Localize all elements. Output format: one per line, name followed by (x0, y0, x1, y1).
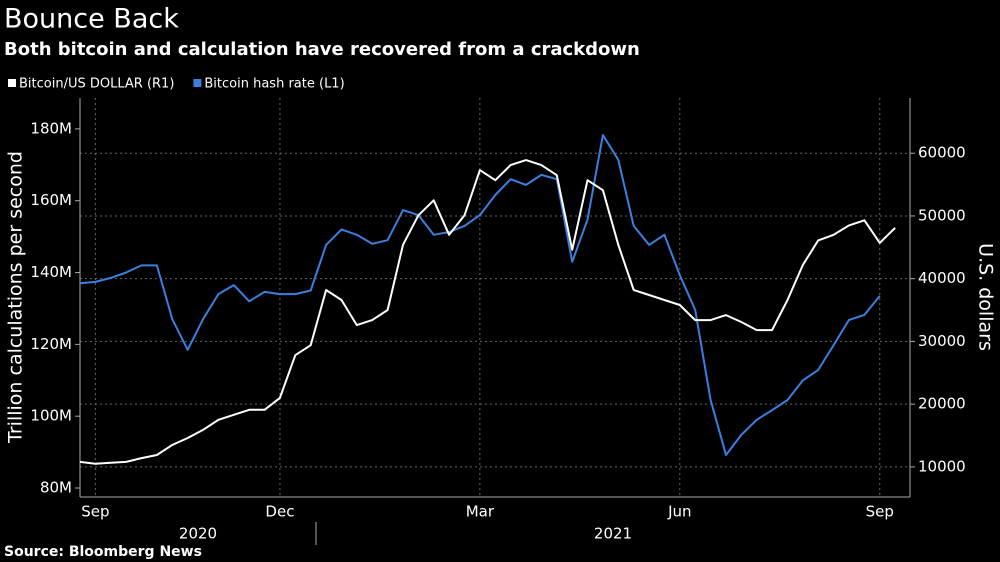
y-tick-label: 80M (40, 479, 72, 497)
legend-swatch (193, 79, 202, 87)
y2-tick-label: 60000 (918, 144, 966, 162)
y-tick-label: 100M (30, 407, 72, 425)
y-tick-label: 120M (30, 335, 72, 353)
y2-tick-label: 20000 (918, 395, 966, 413)
chart-title: Bounce Back (4, 4, 179, 35)
legend-swatch (8, 79, 16, 87)
y2-tick-label: 40000 (918, 269, 966, 287)
y2-tick-label: 10000 (918, 457, 966, 475)
y2-tick-label: 50000 (918, 206, 966, 224)
legend-label: Bitcoin/US DOLLAR (R1) (19, 77, 174, 92)
y-axis-title: Trillion calculations per second (5, 151, 27, 444)
legend-label: Bitcoin hash rate (L1) (204, 77, 344, 92)
x-tick-label: Dec (265, 503, 294, 521)
source: Source: Bloomberg News (4, 544, 202, 560)
x-tick-label: Jun (667, 503, 691, 521)
y-tick-label: 180M (30, 119, 72, 137)
x-tick-label: Sep (866, 503, 894, 521)
y-tick-label: 160M (30, 191, 72, 209)
x-tick-label: Mar (466, 503, 495, 521)
x-tick-label: Sep (81, 503, 109, 521)
x-group-label: 2021 (594, 525, 632, 543)
y-tick-label: 140M (30, 263, 72, 281)
x-group-label: 2020 (179, 525, 217, 543)
y2-axis-title: U.S. dollars (975, 243, 997, 351)
series-line (79, 134, 881, 456)
y2-tick-label: 30000 (918, 332, 966, 350)
series-line (79, 159, 896, 465)
chart-subtitle: Both bitcoin and calculation have recove… (4, 39, 640, 60)
